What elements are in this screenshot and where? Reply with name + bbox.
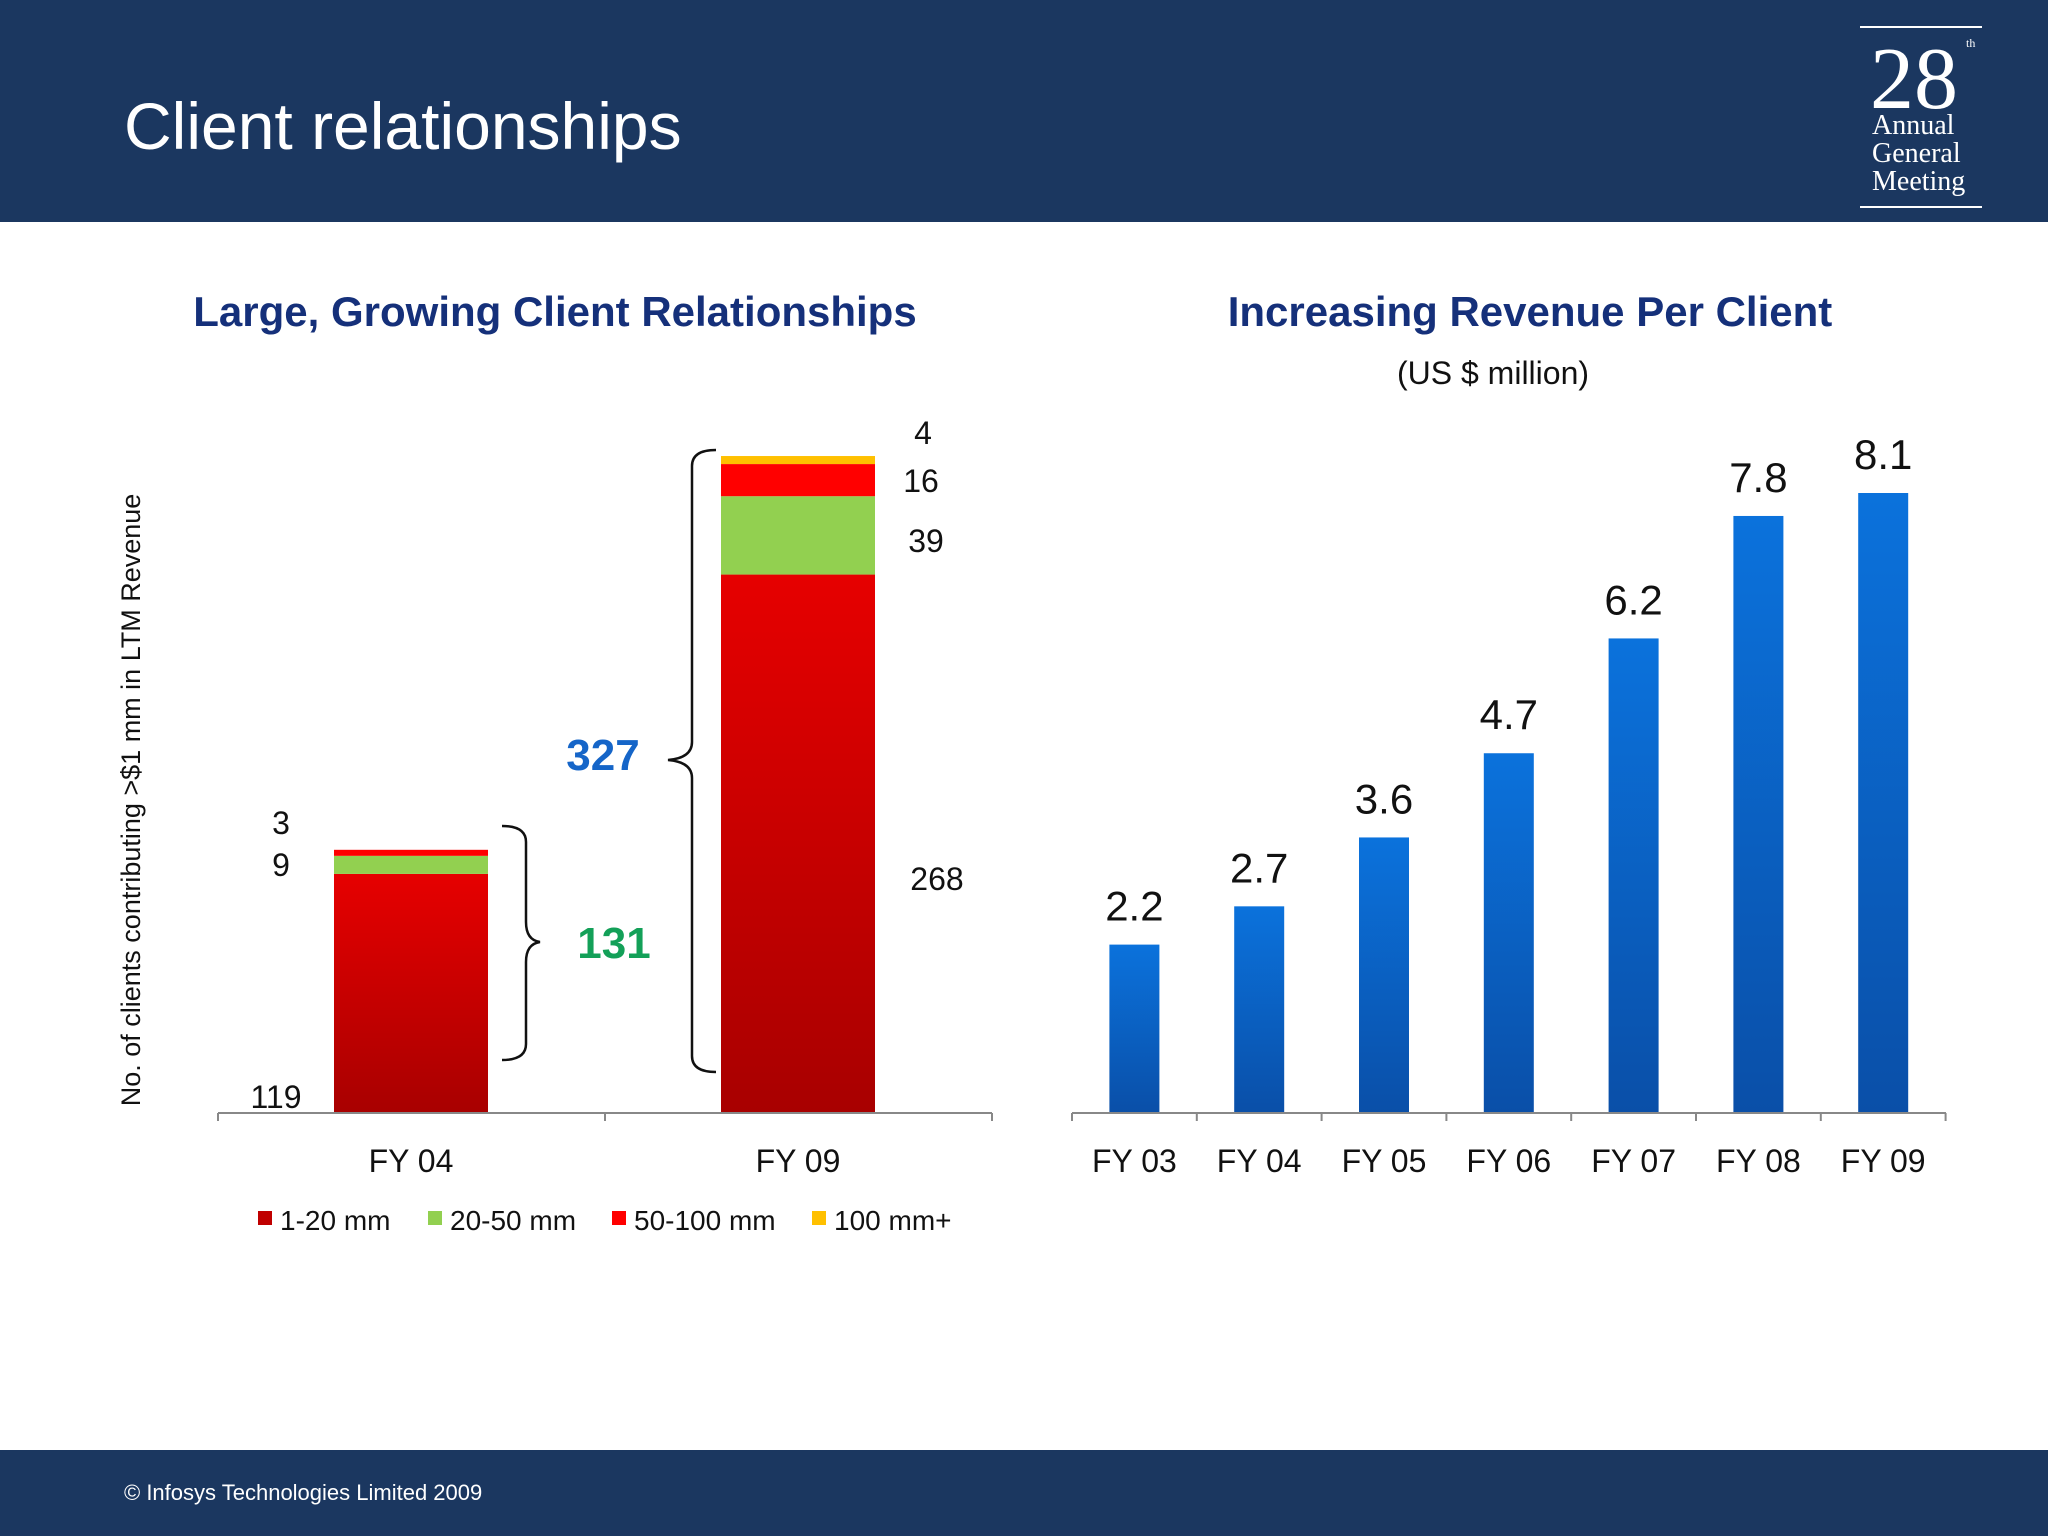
bar-fy09-seg-100-plus xyxy=(721,456,875,465)
badge-line-meeting: Meeting xyxy=(1872,166,1966,197)
legend-label-seg-1-20: 1-20 mm xyxy=(280,1205,390,1236)
right-x-tick-fy07: FY 07 xyxy=(1591,1143,1676,1179)
revenue-value-fy07: 6.2 xyxy=(1604,576,1662,623)
legend-swatch-seg-50-100 xyxy=(612,1211,626,1225)
left-chart-ticks: FY 04 FY 09 xyxy=(369,1143,841,1179)
footer-bar xyxy=(0,1450,2048,1536)
legend-swatch-seg-1-20 xyxy=(258,1211,272,1225)
right-x-tick-fy08: FY 08 xyxy=(1716,1143,1801,1179)
bar-fy04-seg-50-100 xyxy=(334,849,488,856)
legend-label-seg-100-plus: 100 mm+ xyxy=(834,1205,952,1236)
bar-fy09-seg-1-20 xyxy=(721,574,875,1113)
revenue-bar-fy09 xyxy=(1858,493,1909,1113)
legend-label-seg-20-50: 20-50 mm xyxy=(450,1205,576,1236)
left-data-label-fy04-0: 119 xyxy=(250,1079,301,1115)
fy09-total-brace xyxy=(667,448,717,1074)
legend-label-seg-50-100: 50-100 mm xyxy=(634,1205,776,1236)
left-chart-bars xyxy=(334,456,875,1113)
revenue-bar-fy05 xyxy=(1359,837,1409,1113)
right-x-tick-fy03: FY 03 xyxy=(1092,1143,1177,1179)
left-data-label-fy09-2: 16 xyxy=(903,463,939,499)
left-data-label-fy09-3: 4 xyxy=(914,415,932,451)
revenue-value-fy05: 3.6 xyxy=(1355,775,1413,822)
fy04-total-brace xyxy=(501,824,541,1062)
left-data-label-fy04-2: 3 xyxy=(272,805,290,841)
left-data-label-fy09-0: 268 xyxy=(910,861,963,897)
bar-fy04-seg-20-50 xyxy=(334,855,488,874)
right-chart-subtitle: (US $ million) xyxy=(1397,355,1589,391)
revenue-bar-fy06 xyxy=(1483,753,1534,1113)
badge-number: 28 xyxy=(1870,31,1958,128)
badge-superscript: th xyxy=(1966,36,1976,50)
left-chart-labels: 119 9 3 268 39 16 4 xyxy=(250,415,963,1115)
revenue-bar-fy08 xyxy=(1733,515,1784,1113)
left-chart-ylabel: No. of clients contributing >$1 mm in LT… xyxy=(116,494,146,1107)
right-chart-ticks: FY 03 FY 04 FY 05 FY 06 FY 07 FY 08 FY 09 xyxy=(1092,1143,1926,1179)
badge-line-general: General xyxy=(1872,138,1961,169)
revenue-value-fy09: 8.1 xyxy=(1854,431,1912,478)
slide-title: Client relationships xyxy=(124,89,682,163)
header-bar xyxy=(0,0,2048,222)
legend-swatch-seg-20-50 xyxy=(428,1211,442,1225)
fy09-total-label: 327 xyxy=(566,731,639,780)
revenue-value-fy06: 4.7 xyxy=(1480,691,1538,738)
left-data-label-fy04-1: 9 xyxy=(272,847,290,883)
fy04-total-label: 131 xyxy=(577,919,650,968)
right-chart-title: Increasing Revenue Per Client xyxy=(1228,288,1833,335)
revenue-bar-fy04 xyxy=(1234,906,1285,1113)
left-chart-legend: 1-20 mm 20-50 mm 50-100 mm 100 mm+ xyxy=(258,1205,952,1236)
bar-fy09-seg-50-100 xyxy=(721,464,875,497)
left-x-tick-fy04: FY 04 xyxy=(369,1143,454,1179)
right-chart-labels: 2.2 2.7 3.6 4.7 6.2 7.8 8.1 xyxy=(1105,431,1912,930)
right-chart-bars xyxy=(1109,493,1909,1113)
right-chart-axis-ticks xyxy=(1071,1113,1947,1121)
agm-badge: 28 th Annual General Meeting xyxy=(1860,26,1982,208)
bar-fy04-seg-1-20 xyxy=(334,873,488,1113)
legend-swatch-seg-100-plus xyxy=(812,1211,826,1225)
revenue-value-fy04: 2.7 xyxy=(1230,844,1288,891)
left-x-tick-fy09: FY 09 xyxy=(756,1143,841,1179)
right-x-tick-fy05: FY 05 xyxy=(1342,1143,1427,1179)
footer-copyright: © Infosys Technologies Limited 2009 xyxy=(124,1480,483,1505)
right-x-tick-fy04: FY 04 xyxy=(1217,1143,1302,1179)
left-data-label-fy09-1: 39 xyxy=(908,523,944,559)
bar-fy09-seg-20-50 xyxy=(721,496,875,575)
revenue-bar-fy07 xyxy=(1608,638,1659,1113)
revenue-bar-fy03 xyxy=(1109,944,1160,1113)
right-x-tick-fy06: FY 06 xyxy=(1466,1143,1551,1179)
left-chart-title: Large, Growing Client Relationships xyxy=(193,288,916,335)
right-x-tick-fy09: FY 09 xyxy=(1841,1143,1926,1179)
revenue-value-fy03: 2.2 xyxy=(1105,883,1163,930)
revenue-value-fy08: 7.8 xyxy=(1729,454,1787,501)
badge-line-annual: Annual xyxy=(1872,110,1955,141)
